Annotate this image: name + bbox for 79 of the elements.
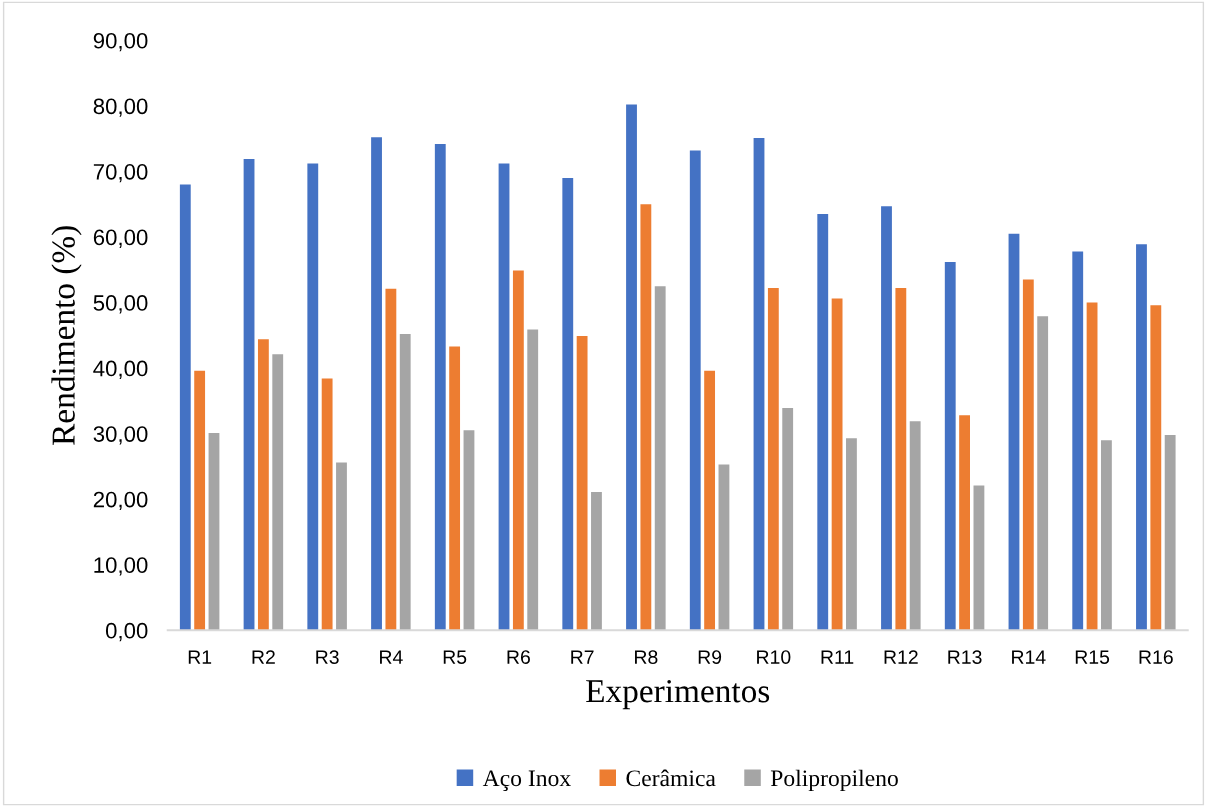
bar <box>767 288 779 631</box>
bar <box>208 432 220 631</box>
x-tick-label: R11 <box>821 650 854 664</box>
bar <box>576 335 588 631</box>
bar <box>1086 302 1098 631</box>
bar <box>512 270 524 631</box>
x-tick-label: R16 <box>1139 650 1173 664</box>
bar <box>782 408 794 631</box>
legend-label: Cerâmica <box>626 769 716 787</box>
bar <box>243 158 255 631</box>
x-tick-label: R3 <box>316 650 339 664</box>
bar <box>1037 316 1049 631</box>
bar <box>881 206 892 631</box>
bar <box>562 178 574 631</box>
bar <box>321 378 333 631</box>
bar <box>434 143 446 631</box>
bar <box>846 438 857 631</box>
bar <box>640 204 652 631</box>
bar <box>371 137 382 631</box>
bar <box>626 104 637 631</box>
y-tick-label: 0,00 <box>105 622 148 642</box>
x-tick-label: R6 <box>507 650 530 664</box>
bar <box>831 298 843 631</box>
bar <box>944 261 956 631</box>
bar <box>385 288 397 631</box>
bar <box>817 214 829 631</box>
x-tick-label: R5 <box>443 650 467 664</box>
x-axis-title: Experimentos <box>586 680 770 710</box>
y-tick-label: 20,00 <box>93 491 148 511</box>
bar <box>654 286 666 631</box>
bar <box>257 339 269 631</box>
bar <box>449 346 461 631</box>
bar <box>272 354 284 631</box>
bar <box>179 184 191 631</box>
bar <box>689 150 701 631</box>
x-tick-label: R7 <box>571 650 594 664</box>
x-tick-label: R2 <box>252 650 275 664</box>
bar <box>1164 434 1176 631</box>
x-tick-label: R15 <box>1075 650 1110 664</box>
x-tick-label: R13 <box>948 650 982 664</box>
legend-label: Aço Inox <box>482 770 571 792</box>
bar <box>1008 233 1020 631</box>
x-tick-label: R8 <box>635 650 658 664</box>
bar <box>959 415 970 631</box>
bar <box>591 491 602 631</box>
x-tick-label: R9 <box>698 650 722 664</box>
y-tick-label: 80,00 <box>93 98 148 117</box>
bar <box>973 485 985 631</box>
y-tick-label: 40,00 <box>93 360 148 379</box>
bar <box>1101 440 1112 631</box>
bar <box>399 334 411 631</box>
bar <box>1072 251 1084 631</box>
y-tick-label: 30,00 <box>93 426 148 445</box>
y-tick-label: 10,00 <box>94 557 148 576</box>
bar <box>194 370 206 631</box>
bar <box>718 464 730 631</box>
x-tick-label: R1 <box>188 650 212 664</box>
y-tick-label: 70,00 <box>93 163 148 183</box>
x-tick-label: R12 <box>884 650 918 664</box>
bar <box>1022 279 1034 631</box>
bar <box>704 370 716 631</box>
bar <box>1150 305 1162 631</box>
legend-label: Polipropileno <box>770 769 898 792</box>
y-tick-label: 60,00 <box>93 229 148 248</box>
bar <box>463 430 475 631</box>
bar <box>336 462 347 631</box>
bar <box>909 421 921 631</box>
x-tick-label: R14 <box>1012 650 1046 664</box>
y-axis-title: Rendimento (%) <box>51 226 82 445</box>
y-tick-label: 90,00 <box>93 32 148 52</box>
x-tick-label: R10 <box>757 650 791 664</box>
y-tick-label: 50,00 <box>93 295 148 314</box>
bar <box>498 163 510 631</box>
bar <box>895 288 907 631</box>
bar <box>753 138 765 631</box>
bar <box>307 163 319 631</box>
bar <box>1136 244 1147 631</box>
bar <box>527 329 539 631</box>
x-tick-label: R4 <box>380 650 403 664</box>
